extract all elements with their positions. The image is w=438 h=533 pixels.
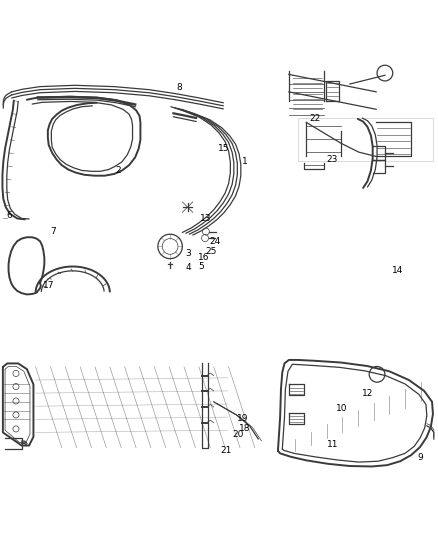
Text: 11: 11 [327, 440, 338, 449]
Text: 23: 23 [327, 155, 338, 164]
Text: 19: 19 [237, 414, 249, 423]
Text: 17: 17 [43, 281, 54, 290]
Text: 8: 8 [177, 83, 183, 92]
Text: 25: 25 [205, 247, 217, 256]
Text: 5: 5 [199, 262, 205, 271]
Text: 24: 24 [209, 237, 220, 246]
Text: 3: 3 [186, 249, 191, 258]
Text: 6: 6 [7, 211, 12, 220]
Text: 16: 16 [198, 253, 209, 262]
Text: 15: 15 [218, 144, 229, 153]
Text: 20: 20 [232, 430, 244, 439]
Text: 12: 12 [362, 389, 373, 398]
Text: 2: 2 [116, 166, 121, 175]
Text: 13: 13 [200, 214, 212, 223]
Text: 4: 4 [186, 263, 191, 272]
Text: 1: 1 [242, 157, 248, 166]
Text: 14: 14 [392, 266, 404, 276]
Text: 21: 21 [220, 446, 231, 455]
Text: 9: 9 [417, 453, 423, 462]
Text: 7: 7 [50, 227, 56, 236]
Text: 18: 18 [240, 424, 251, 433]
Text: 10: 10 [336, 404, 347, 413]
Text: 22: 22 [309, 114, 321, 123]
